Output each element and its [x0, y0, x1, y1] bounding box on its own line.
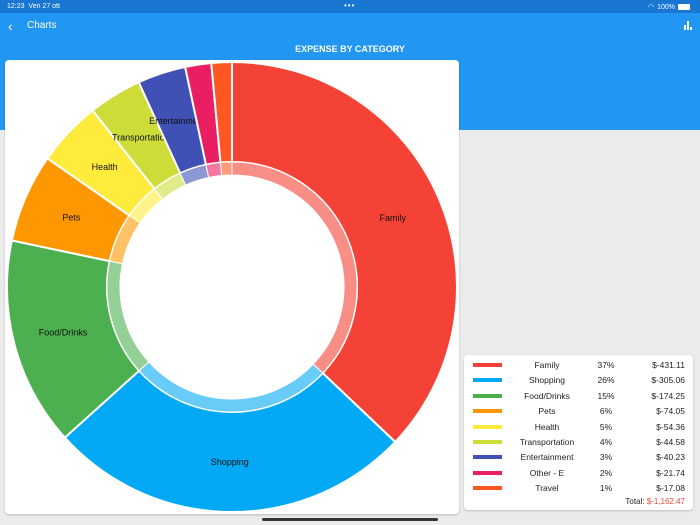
legend-amount: $-21.74 [656, 467, 685, 478]
total: Total: $-1,162.47 [625, 497, 685, 506]
legend-swatch [473, 393, 502, 398]
slice-label: Family [380, 213, 407, 223]
back-chevron-icon[interactable]: ‹ [8, 18, 13, 34]
legend-card: Family 37% $-431.11 Shopping 26% $-305.0… [464, 355, 693, 510]
legend-amount: $-54.36 [656, 421, 685, 432]
bar-chart-icon[interactable] [684, 21, 692, 30]
legend-amount: $-174.25 [651, 390, 685, 401]
legend-row: Other - E 2% $-21.74 [464, 466, 693, 481]
legend-category: Transportation [519, 437, 575, 447]
legend-row: Pets 6% $-74.05 [464, 404, 693, 419]
legend-percent: 5% [599, 421, 613, 432]
legend-swatch [473, 455, 502, 460]
legend-amount: $-305.06 [651, 375, 685, 386]
legend-category: Shopping [529, 375, 565, 386]
legend-amount: $-431.11 [652, 360, 685, 370]
legend-row: Food/Drinks 15% $-174.25 [464, 389, 693, 404]
slice-inner-ring [219, 161, 233, 177]
legend-swatch [473, 363, 502, 367]
legend-category: Food/Drinks [524, 390, 570, 401]
legend-row: Health 5% $-54.36 [464, 420, 693, 435]
donut-chart: Family Shopping Food/Drinks Pets Health Trans… [6, 60, 458, 513]
legend-row: Travel 1% $-17.08 [464, 481, 693, 496]
legend-row: Transportation 4% $-44.58 [464, 435, 693, 450]
legend-percent: 2% [599, 467, 613, 478]
wifi-icon: ◠ [647, 4, 655, 11]
battery-percent: 100% [657, 3, 675, 11]
legend-percent: 3% [599, 452, 613, 463]
legend-percent: 26% [597, 375, 615, 386]
legend-swatch [473, 378, 502, 383]
slice-label: Entertainment [149, 116, 206, 126]
legend-swatch [473, 409, 502, 414]
legend-swatch [473, 470, 502, 475]
legend-percent: 4% [599, 437, 613, 447]
legend-category: Entertainment [520, 452, 574, 463]
slice-label: Health [92, 162, 118, 172]
home-indicator[interactable] [262, 518, 438, 521]
legend-percent: 37% [597, 360, 615, 370]
chart-title: EXPENSE BY CATEGORY [295, 44, 405, 54]
legend-category: Family [534, 360, 560, 370]
slice-label: Pets [62, 212, 81, 222]
status-time: 12:23 Ven 27 ott [7, 3, 60, 10]
battery-icon [678, 4, 690, 10]
legend-amount: $-74.05 [656, 406, 685, 417]
total-value: $-1,162.47 [646, 497, 685, 506]
slice-label: Transportation [112, 133, 170, 143]
legend-swatch [473, 440, 502, 444]
legend-amount: $-44.58 [656, 437, 685, 447]
legend-row: Entertainment 3% $-40.23 [464, 450, 693, 465]
chart-card: Family Shopping Food/Drinks Pets Health Trans… [5, 60, 459, 514]
legend-percent: 1% [599, 483, 613, 494]
legend-amount: $-17.08 [656, 483, 685, 494]
slice-label: Food/Drinks [39, 327, 88, 337]
legend-row: Family 37% $-431.11 [464, 358, 693, 373]
multitask-dots[interactable]: ••• [344, 1, 356, 10]
legend-swatch [473, 486, 502, 491]
legend-amount: $-40.23 [656, 452, 685, 463]
legend-swatch [473, 424, 502, 429]
back-button[interactable]: Charts [27, 20, 57, 31]
slice-inner-ring [205, 161, 223, 179]
legend-category: Other - E [529, 467, 565, 478]
legend-category: Travel [535, 483, 559, 494]
legend-row: Shopping 26% $-305.06 [464, 373, 693, 388]
legend-percent: 6% [599, 406, 613, 417]
legend-category: Pets [538, 406, 556, 417]
legend-percent: 15% [597, 390, 615, 401]
status-bar: 12:23 Ven 27 ott ••• ◠ 100% [0, 0, 700, 13]
legend-category: Health [534, 421, 560, 432]
slice-label: Shopping [211, 457, 249, 467]
